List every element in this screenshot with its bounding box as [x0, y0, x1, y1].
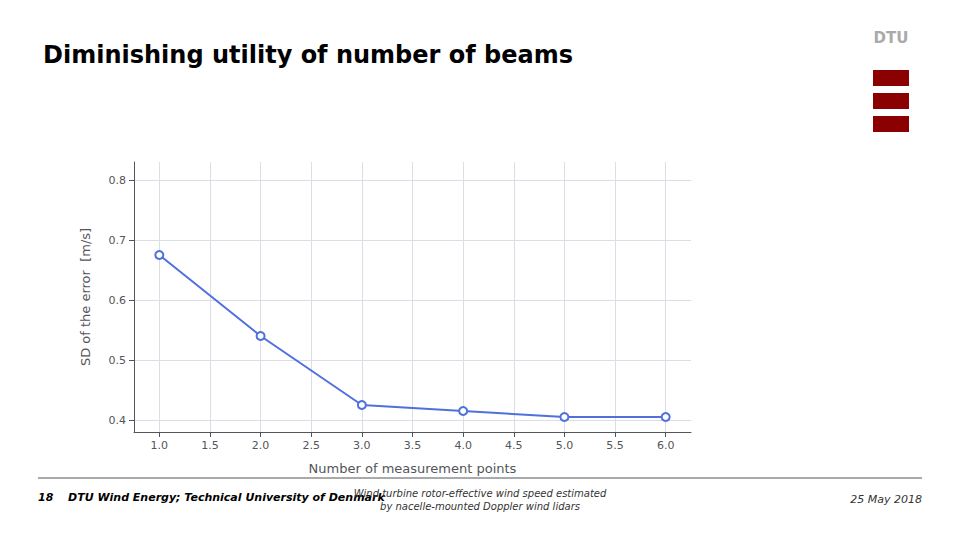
svg-text:3.0: 3.0	[353, 439, 371, 452]
svg-text:5.5: 5.5	[606, 439, 624, 452]
svg-text:4.0: 4.0	[454, 439, 472, 452]
svg-text:Wind turbine rotor-effective w: Wind turbine rotor-effective wind speed …	[354, 488, 607, 499]
svg-text:6.0: 6.0	[657, 439, 675, 452]
svg-text:2.0: 2.0	[252, 439, 270, 452]
svg-text:0.6: 0.6	[109, 294, 127, 307]
svg-text:3.5: 3.5	[404, 439, 422, 452]
svg-text:0.4: 0.4	[109, 414, 127, 427]
svg-text:5.0: 5.0	[556, 439, 574, 452]
svg-text:0.5: 0.5	[109, 354, 127, 367]
svg-text:SD of the error [m/s]: SD of the error [m/s]	[78, 228, 93, 366]
svg-text:DTU: DTU	[874, 29, 909, 47]
svg-text:25 May 2018: 25 May 2018	[850, 493, 922, 506]
svg-text:0.8: 0.8	[109, 174, 127, 187]
svg-text:1.0: 1.0	[151, 439, 169, 452]
svg-text:Number of measurement points: Number of measurement points	[309, 461, 517, 476]
svg-text:18: 18	[38, 491, 54, 504]
svg-text:2.5: 2.5	[302, 439, 320, 452]
svg-text:by nacelle-mounted Doppler win: by nacelle-mounted Doppler wind lidars	[380, 501, 580, 512]
svg-text:1.5: 1.5	[201, 439, 219, 452]
svg-text:DTU Wind Energy; Technical Uni: DTU Wind Energy; Technical University of…	[68, 491, 385, 504]
svg-text:Diminishing utility of number: Diminishing utility of number of beams	[43, 41, 573, 69]
svg-text:0.7: 0.7	[109, 234, 127, 247]
svg-text:4.5: 4.5	[505, 439, 523, 452]
